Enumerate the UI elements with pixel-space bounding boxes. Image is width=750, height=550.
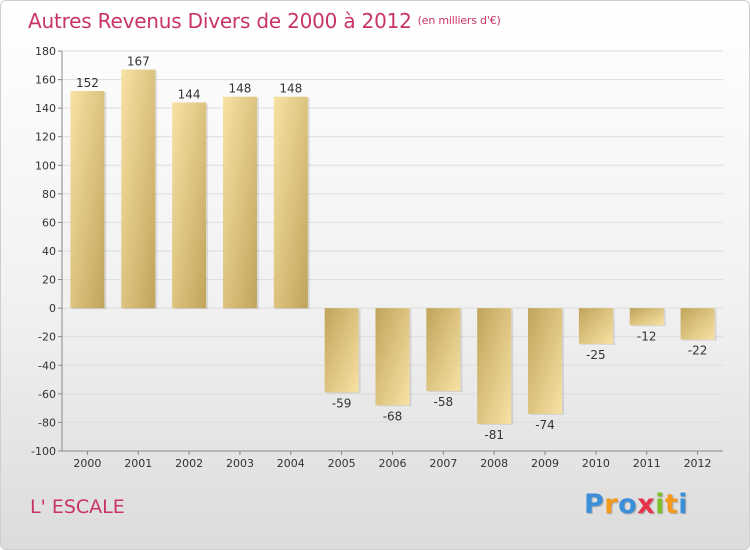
- value-label: -22: [688, 344, 708, 358]
- y-tick-label: 120: [35, 131, 56, 144]
- bar-2006: [375, 308, 410, 406]
- bar-2005: [324, 308, 359, 393]
- y-tick-label: -40: [38, 359, 56, 372]
- value-label: -59: [332, 396, 352, 410]
- logo-letter: o: [618, 489, 638, 520]
- bar-2010: [578, 308, 613, 344]
- logo-letter: r: [604, 489, 619, 520]
- value-label: 152: [76, 76, 99, 90]
- value-label: -68: [383, 409, 403, 423]
- logo-letter: x: [637, 489, 656, 520]
- value-label: -74: [535, 418, 555, 432]
- x-tick-label: 2008: [480, 457, 508, 470]
- x-tick-label: 2009: [531, 457, 559, 470]
- bar-2001: [121, 69, 156, 309]
- value-label: -25: [586, 348, 606, 362]
- y-tick-label: -100: [31, 445, 56, 458]
- x-tick-label: 2012: [684, 457, 712, 470]
- value-label: 144: [178, 87, 201, 101]
- logo-letter: i: [678, 489, 689, 520]
- value-label: 148: [279, 82, 302, 96]
- x-tick-label: 2006: [379, 457, 407, 470]
- value-label: -12: [637, 329, 657, 343]
- bar-2002: [172, 102, 207, 309]
- y-tick-label: 80: [42, 188, 56, 201]
- bar-2003: [222, 96, 257, 309]
- x-tick-label: 2003: [226, 457, 254, 470]
- value-label: 148: [229, 82, 252, 96]
- value-label: -58: [434, 395, 454, 409]
- y-tick-label: 60: [42, 216, 56, 229]
- x-tick-label: 2011: [633, 457, 661, 470]
- logo-letter: t: [664, 489, 679, 520]
- bar-2011: [629, 308, 664, 326]
- x-tick-label: 2005: [328, 457, 356, 470]
- x-tick-label: 2000: [73, 457, 101, 470]
- bar-2008: [477, 308, 512, 424]
- x-tick-label: 2001: [124, 457, 152, 470]
- x-tick-label: 2004: [277, 457, 305, 470]
- value-label: -81: [484, 428, 504, 442]
- y-tick-label: -80: [38, 416, 56, 429]
- logo-letter: P: [584, 489, 605, 520]
- logo-letter: i: [655, 489, 665, 520]
- bar-2004: [273, 96, 308, 309]
- chart-title-unit: (en milliers d'€): [417, 14, 501, 27]
- chart-title-text: Autres Revenus Divers de 2000 à 2012: [28, 9, 412, 33]
- y-tick-label: 160: [35, 74, 56, 87]
- chart-title: Autres Revenus Divers de 2000 à 2012 (en …: [28, 9, 501, 33]
- bar-2009: [528, 308, 563, 414]
- x-tick-label: 2007: [429, 457, 457, 470]
- commune-name: L' ESCALE: [30, 496, 125, 518]
- value-label: 167: [127, 55, 150, 69]
- bar-2007: [426, 308, 461, 391]
- proxiti-logo: Proxiti: [584, 489, 688, 520]
- y-tick-label: 180: [35, 45, 56, 58]
- y-tick-label: -20: [38, 331, 56, 344]
- y-tick-label: 100: [35, 159, 56, 172]
- y-tick-label: 0: [49, 302, 56, 315]
- bar-2012: [680, 308, 715, 340]
- y-tick-label: 20: [42, 274, 56, 287]
- y-tick-label: -60: [38, 388, 56, 401]
- x-tick-label: 2002: [175, 457, 203, 470]
- y-tick-label: 40: [42, 245, 56, 258]
- y-tick-label: 140: [35, 102, 56, 115]
- bar-2000: [70, 91, 105, 309]
- x-tick-label: 2010: [582, 457, 610, 470]
